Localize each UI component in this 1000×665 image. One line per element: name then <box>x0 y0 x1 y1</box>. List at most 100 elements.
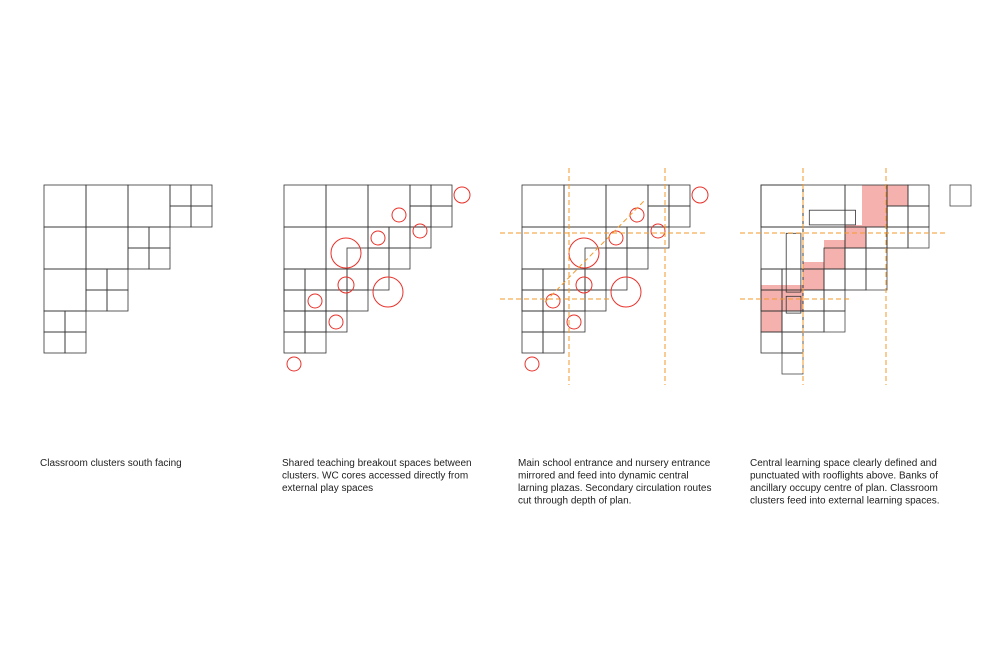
room <box>283 310 306 333</box>
room <box>584 289 607 312</box>
room <box>169 205 192 228</box>
room <box>388 226 411 249</box>
room <box>542 331 565 354</box>
room <box>823 310 846 333</box>
room <box>907 205 930 228</box>
room <box>823 289 846 312</box>
caption: clusters. WC cores accessed directly fro… <box>282 471 468 482</box>
room <box>283 268 306 291</box>
breakout-space <box>568 237 600 269</box>
room <box>43 268 87 312</box>
room <box>148 247 171 270</box>
room <box>907 226 930 249</box>
breakout-space <box>691 186 709 204</box>
room <box>584 268 607 291</box>
room <box>346 268 369 291</box>
room <box>85 226 129 270</box>
breakout-space <box>330 237 362 269</box>
room <box>760 184 804 228</box>
room <box>325 268 348 291</box>
room <box>521 310 544 333</box>
room <box>64 310 87 333</box>
room <box>626 247 649 270</box>
room <box>106 268 129 291</box>
room <box>409 184 432 207</box>
room <box>304 310 327 333</box>
room <box>169 184 192 207</box>
breakout-space <box>307 293 323 309</box>
room <box>85 268 108 291</box>
room <box>283 226 327 270</box>
room <box>106 289 129 312</box>
breakout-space <box>412 223 428 239</box>
room <box>542 268 565 291</box>
room <box>521 289 544 312</box>
room <box>605 247 628 270</box>
room <box>542 310 565 333</box>
room <box>409 205 432 228</box>
breakout-space <box>650 223 666 239</box>
room <box>127 184 171 228</box>
room <box>647 184 670 207</box>
room <box>190 184 213 207</box>
room <box>865 268 888 291</box>
room <box>85 184 129 228</box>
room <box>781 352 804 375</box>
room <box>542 310 565 333</box>
room <box>760 331 783 354</box>
room <box>844 247 867 270</box>
caption: Shared teaching breakout spaces between <box>282 458 472 469</box>
caption: punctuated with rooflights above. Banks … <box>750 471 938 482</box>
room <box>760 184 804 228</box>
breakout-space <box>370 230 386 246</box>
breakout-space <box>372 276 404 308</box>
room <box>886 226 909 249</box>
room <box>346 247 369 270</box>
room <box>844 268 867 291</box>
breakout-space <box>328 314 344 330</box>
room <box>43 184 87 228</box>
room <box>430 205 453 228</box>
room <box>521 184 565 228</box>
caption: clusters feed into external learning spa… <box>750 496 940 507</box>
room <box>521 268 544 291</box>
caption: Main school entrance and nursery entranc… <box>518 458 711 469</box>
room <box>584 247 607 270</box>
breakout-space <box>391 207 407 223</box>
caption: larning plazas. Secondary circulation ro… <box>518 483 711 494</box>
room <box>304 331 327 354</box>
room <box>64 331 87 354</box>
room <box>865 226 888 249</box>
breakout-space <box>608 230 624 246</box>
breakout-space <box>629 207 645 223</box>
breakout-space <box>453 186 471 204</box>
room <box>85 289 108 312</box>
caption: external play spaces <box>282 483 373 494</box>
room <box>388 247 411 270</box>
room <box>563 184 607 228</box>
breakout-space <box>545 293 561 309</box>
breakout-space <box>610 276 642 308</box>
breakout-space <box>524 356 540 372</box>
room <box>283 289 306 312</box>
room <box>647 205 670 228</box>
caption: Classroom clusters south facing <box>40 458 182 469</box>
room <box>781 310 804 333</box>
room <box>127 247 150 270</box>
room <box>668 184 691 207</box>
room <box>127 226 150 249</box>
breakout-space <box>575 276 593 294</box>
room <box>190 205 213 228</box>
circulation <box>544 199 646 303</box>
room <box>43 331 66 354</box>
room <box>823 268 846 291</box>
room <box>43 226 87 270</box>
caption: cut through depth of plan. <box>518 496 631 507</box>
caption: mirrored and feed into dynamic central <box>518 471 689 482</box>
room <box>521 331 544 354</box>
room <box>367 268 390 291</box>
room <box>605 268 628 291</box>
room <box>304 310 327 333</box>
